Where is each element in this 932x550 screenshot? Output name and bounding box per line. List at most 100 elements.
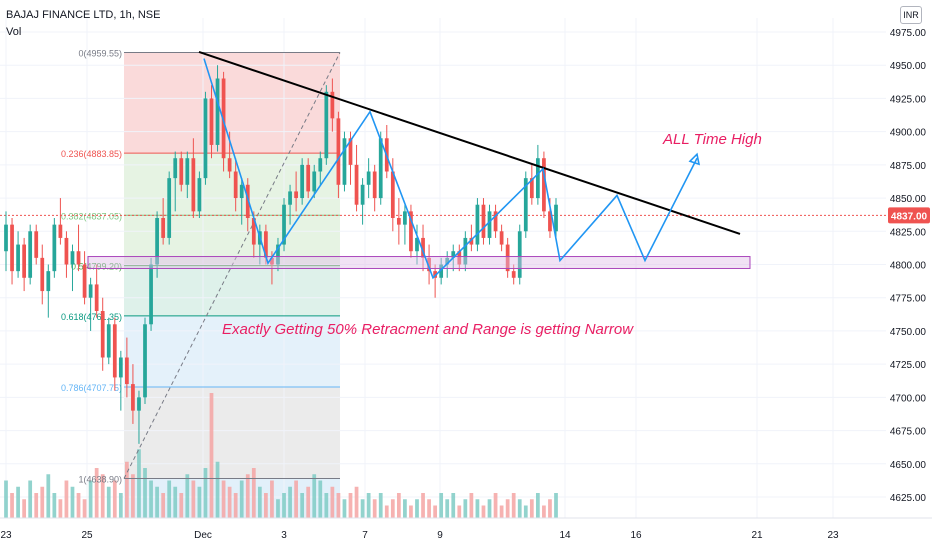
candle-body: [227, 158, 232, 172]
fib-level-label: 0.382(4837.05): [61, 211, 122, 221]
volume-bar: [487, 499, 492, 518]
fib-level-label: 0(4959.55): [78, 49, 122, 59]
volume-bar: [318, 480, 323, 518]
price-badge-text: 4837.00: [891, 211, 928, 222]
projection-arrowhead: [688, 152, 701, 166]
currency-badge[interactable]: INR: [900, 6, 922, 24]
candle-body: [179, 158, 184, 185]
price-tick-label: 4750.00: [890, 327, 927, 338]
volume-bar: [294, 480, 298, 518]
last-price-badge: 4837.00: [888, 207, 930, 224]
candle-body: [125, 357, 129, 385]
fib-level-label: 0.236(4883.85): [61, 149, 122, 159]
candle-body: [469, 237, 474, 245]
volume-bar: [76, 493, 81, 518]
volume-bar: [143, 468, 147, 518]
volume-bar: [288, 486, 292, 518]
candle-body: [16, 244, 20, 272]
volume-bar: [161, 493, 166, 518]
candle-body: [463, 237, 468, 265]
volume-bar: [505, 499, 510, 518]
volume-bar: [457, 505, 462, 518]
candle-body: [300, 164, 305, 199]
volume-bar: [421, 493, 425, 518]
candle-body: [131, 384, 135, 411]
volume-bars: [4, 393, 558, 518]
volume-bar: [535, 493, 540, 518]
fib-zone: [124, 387, 340, 479]
fib-zone: [124, 215, 340, 266]
candle-body: [535, 158, 540, 199]
ath-annotation: ALL Time High: [662, 131, 762, 148]
support-zone[interactable]: [87, 256, 751, 269]
volume-bar: [233, 493, 238, 518]
volume-bar: [257, 486, 262, 518]
candle-body: [10, 224, 14, 272]
candle-body: [433, 271, 437, 278]
candle-body: [487, 211, 492, 238]
volume-bar: [548, 499, 552, 518]
candle-body: [427, 257, 431, 272]
candle-body: [457, 251, 462, 265]
volume-bar: [542, 505, 546, 518]
candle-body: [529, 178, 534, 199]
candle-body: [542, 158, 546, 212]
candle-body: [421, 237, 425, 258]
volume-bar: [149, 480, 153, 518]
volume-bar: [22, 499, 27, 518]
fib-zone: [124, 315, 340, 388]
candle-body: [28, 231, 33, 278]
candle-body: [276, 244, 280, 265]
volume-bar: [82, 499, 87, 518]
candle-body: [378, 138, 383, 199]
volume-bar: [28, 480, 33, 518]
volume-bar: [403, 499, 407, 518]
candle-body: [251, 218, 256, 245]
volume-bar: [463, 499, 468, 518]
volume-bar: [16, 486, 20, 518]
volume-bar: [396, 493, 401, 518]
candle-body: [52, 224, 57, 272]
volume-bar: [167, 480, 172, 518]
price-tick-label: 4700.00: [890, 393, 927, 404]
volume-bar: [475, 499, 480, 518]
candle-body: [264, 231, 268, 258]
descending-trendline[interactable]: [198, 50, 741, 235]
candle-body: [70, 251, 75, 265]
volume-bar: [34, 493, 39, 518]
candle-body: [372, 171, 377, 199]
volume-bar: [270, 480, 274, 518]
price-tick-label: 4650.00: [890, 460, 927, 471]
volume-bar: [427, 499, 431, 518]
candle-body: [481, 204, 486, 238]
candle-body: [360, 184, 365, 205]
projection-path[interactable]: [203, 58, 698, 280]
time-tick-label: 25: [81, 530, 93, 541]
volume-bar: [354, 486, 359, 518]
candle-body: [312, 171, 317, 192]
candle-body: [306, 164, 311, 192]
volume-label[interactable]: Vol: [6, 26, 22, 38]
candle-body: [161, 218, 166, 238]
time-axis: 23 25 Dec 3 7 9 14 16 21 23: [0, 517, 932, 541]
time-tick-label: 23: [827, 530, 839, 541]
volume-bar: [372, 499, 377, 518]
candle-body: [137, 397, 141, 411]
symbol-title[interactable]: BAJAJ FINANCE LTD, 1h, NSE: [6, 9, 161, 21]
volume-bar: [239, 480, 244, 518]
fib-level-label: 1(4638.90): [78, 475, 122, 485]
price-tick-label: 4950.00: [890, 61, 927, 72]
candle-body: [233, 171, 238, 199]
candle-body: [155, 218, 159, 265]
volume-bar: [4, 480, 8, 518]
candle-body: [403, 211, 407, 225]
candle-body: [390, 171, 395, 218]
time-tick-label: 14: [559, 530, 571, 541]
volume-bar: [523, 505, 528, 518]
volume-bar: [203, 468, 208, 518]
candle-body: [354, 164, 359, 205]
fib-level-label: 0.786(4707.75): [61, 383, 122, 393]
candle-body: [58, 224, 63, 238]
volume-bar: [70, 486, 75, 518]
